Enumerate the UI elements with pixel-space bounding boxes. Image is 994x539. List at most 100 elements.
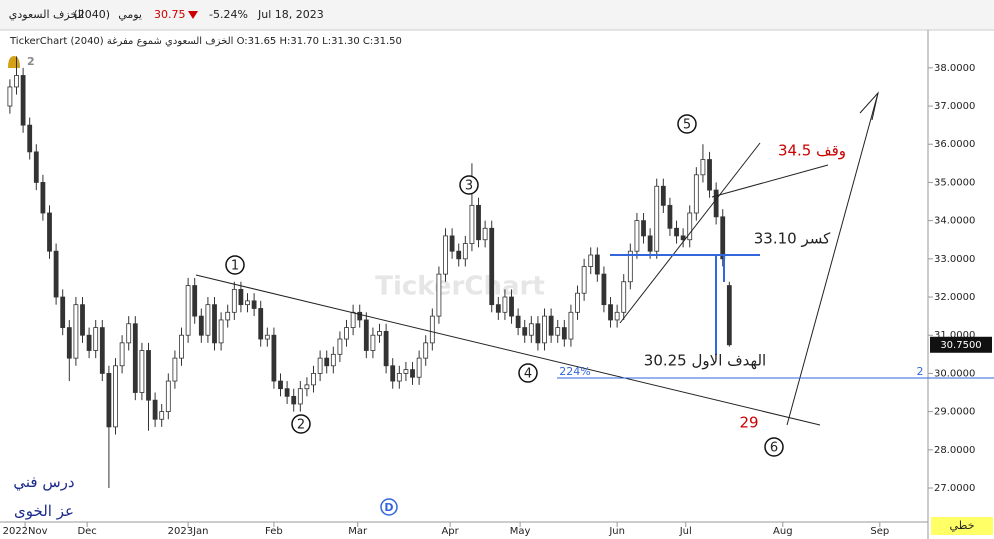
candle-body	[555, 327, 561, 336]
candle-body	[476, 204, 481, 241]
y-tick-label: 32.0000	[934, 292, 975, 303]
candle-body	[324, 357, 330, 367]
wave-circle	[518, 363, 538, 383]
candle-body	[205, 304, 211, 336]
annotation: D	[384, 501, 393, 514]
candle-body	[7, 86, 13, 107]
wave-circle	[459, 175, 479, 195]
wave-circle	[677, 114, 697, 134]
candle-body	[330, 353, 336, 367]
candle-body	[700, 159, 706, 176]
candle-body	[436, 273, 442, 317]
candle-body	[27, 124, 33, 153]
candle-body	[588, 254, 594, 267]
candle-body	[621, 281, 627, 313]
y-tick-label: 28.0000	[934, 445, 975, 456]
candle-body	[641, 220, 646, 237]
candle-body	[680, 235, 686, 241]
mode[interactable]: خطي	[950, 519, 975, 532]
price: 30.75	[154, 8, 186, 21]
candle-body	[660, 185, 666, 206]
wave-circle	[225, 255, 245, 275]
arrow-head	[859, 91, 879, 121]
candle-body	[654, 185, 660, 252]
y-tick-label: 31.0000	[934, 330, 975, 341]
candle-body	[575, 292, 580, 313]
candle-body	[370, 334, 376, 351]
candle-body	[225, 311, 231, 321]
projection-line	[786, 92, 879, 426]
x-tick-label: 2023Jan	[168, 526, 209, 537]
candle-body	[238, 288, 244, 306]
candle-body	[515, 315, 521, 328]
candle-body	[106, 373, 112, 428]
annotation: عز الخوى	[14, 502, 74, 520]
candle-body	[594, 254, 600, 275]
candle-body	[528, 323, 534, 336]
candle-body	[66, 327, 72, 359]
trendline	[619, 142, 761, 324]
candle-body	[271, 334, 277, 382]
candle-body	[126, 323, 132, 344]
candle-body	[416, 357, 422, 378]
change: -5.24%	[209, 8, 248, 21]
candle-body	[291, 395, 297, 405]
x-tick-label: Mar	[348, 526, 368, 537]
candle-body	[608, 304, 613, 321]
y-tick-label: 38.0000	[934, 63, 975, 74]
candle-body	[561, 327, 567, 340]
x-tick-label: Feb	[265, 526, 283, 537]
candle-body	[443, 235, 448, 275]
candle-body	[33, 151, 39, 183]
wave-label: 1	[231, 259, 239, 274]
candle-body	[297, 388, 303, 405]
y-tick-label: 34.0000	[934, 216, 975, 227]
candle-body	[139, 350, 145, 393]
candle-body	[231, 288, 237, 313]
y-tick-label: 29.0000	[934, 407, 975, 418]
top-bar	[0, 0, 994, 30]
candle-body	[495, 304, 501, 313]
candle-body	[99, 327, 105, 374]
candle-body	[258, 308, 264, 340]
candle-body	[172, 357, 178, 382]
x-tick-label: 2022Nov	[3, 526, 48, 537]
annotation: الهدف الاول 30.25	[644, 352, 766, 370]
wave-circle	[291, 414, 311, 434]
date: Jul 18, 2023	[257, 8, 324, 21]
candle-body	[423, 342, 429, 359]
trendline	[711, 164, 829, 198]
stock-code: (2040)	[73, 8, 110, 21]
candle-body	[627, 250, 633, 283]
mode-box[interactable]	[931, 517, 993, 535]
trendline	[195, 274, 821, 426]
candle-body	[647, 235, 653, 252]
candle-body	[462, 243, 468, 260]
candle-body	[185, 285, 191, 336]
last-price-box	[930, 336, 992, 353]
wave-label: 2	[297, 418, 305, 433]
candle-body	[192, 285, 198, 317]
ohlc-info: TickerChart الخزف السعودي شموع مفرغة (20…	[9, 36, 402, 47]
down-arrow	[188, 11, 198, 19]
candle-body	[86, 334, 92, 351]
annotation: 29	[739, 414, 758, 432]
annotation: وقف 34.5	[778, 142, 846, 160]
wave-label: 3	[465, 179, 473, 194]
wave-label: 5	[683, 118, 691, 133]
candle-body	[146, 350, 151, 401]
wave-label: 6	[770, 441, 778, 456]
period: يومي	[118, 8, 142, 21]
candle-body	[509, 296, 514, 317]
candle-body	[40, 182, 46, 214]
x-tick-label: Aug	[773, 526, 793, 537]
candle-body	[667, 204, 673, 229]
candle-body	[377, 331, 382, 336]
candle-body	[311, 373, 316, 386]
candle-body	[47, 212, 52, 252]
candle-body	[357, 311, 363, 321]
candle-body	[93, 327, 99, 351]
candle-body	[482, 227, 488, 241]
candle-body	[601, 273, 607, 306]
candle-body	[73, 304, 79, 359]
